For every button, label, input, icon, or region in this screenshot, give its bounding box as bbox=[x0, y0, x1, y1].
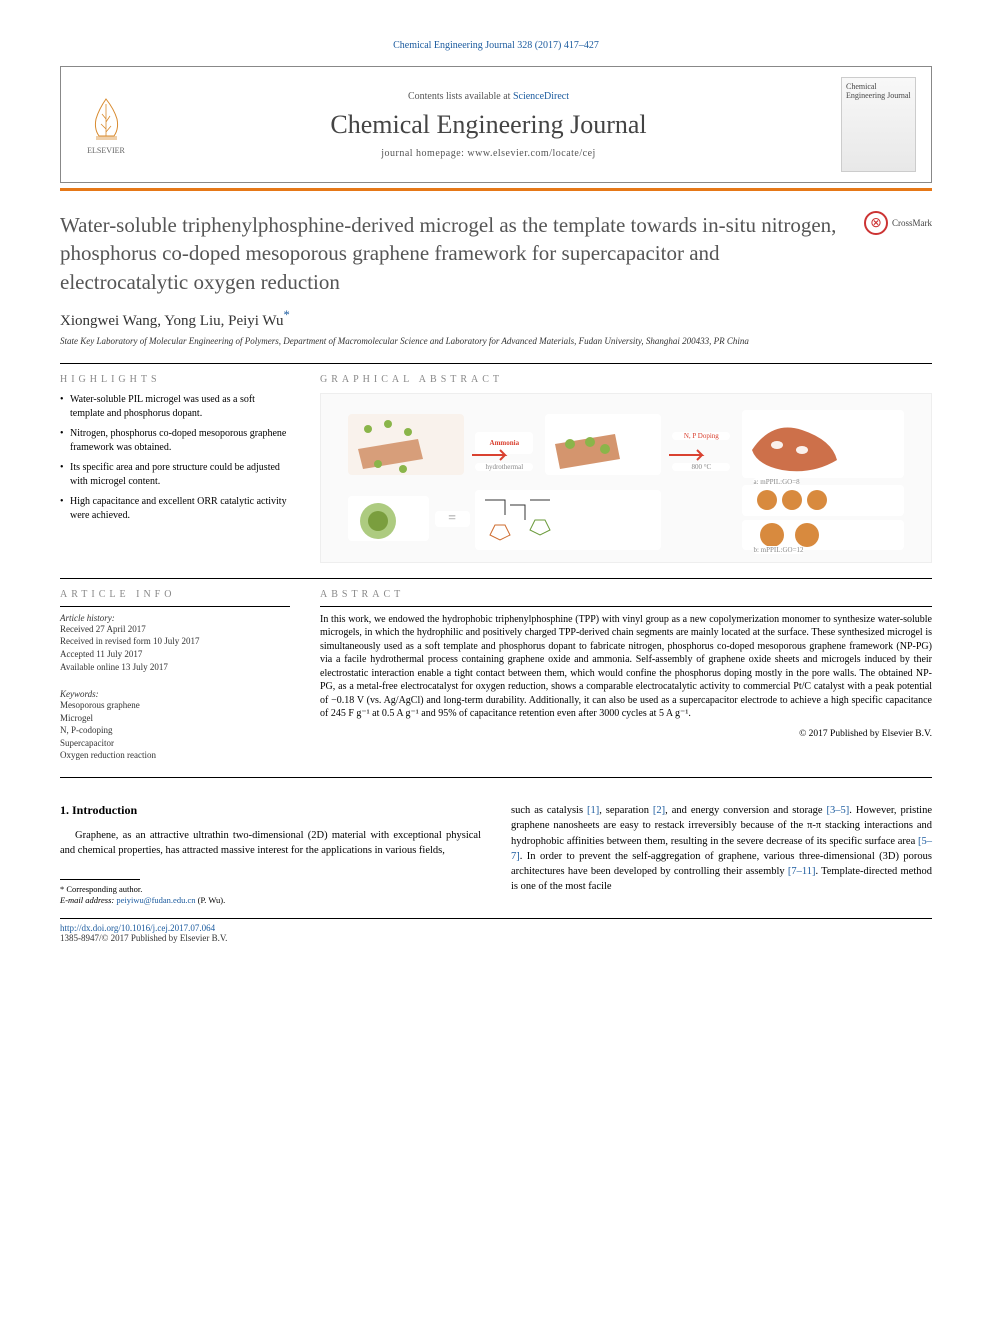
highlights-heading: HIGHLIGHTS bbox=[60, 374, 290, 385]
article-info-heading: ARTICLE INFO bbox=[60, 589, 290, 600]
keyword: N, P-codoping bbox=[60, 724, 290, 737]
publisher-name: ELSEVIER bbox=[87, 146, 125, 155]
graphical-abstract-figure: Ammonia hydrothermal N, P Doping bbox=[320, 393, 932, 563]
email-footnote: E-mail address: peiyiwu@fudan.edu.cn (P.… bbox=[60, 895, 481, 906]
history-item: Received in revised form 10 July 2017 bbox=[60, 635, 290, 648]
contents-available: Contents lists available at ScienceDirec… bbox=[136, 91, 841, 102]
intro-para-1: Graphene, as an attractive ultrathin two… bbox=[60, 828, 481, 858]
highlight-item: Nitrogen, phosphorus co-doped mesoporous… bbox=[60, 427, 290, 455]
ref-link[interactable]: [3–5] bbox=[827, 805, 850, 816]
highlight-item: High capacitance and excellent ORR catal… bbox=[60, 495, 290, 523]
keyword: Oxygen reduction reaction bbox=[60, 749, 290, 762]
history-item: Received 27 April 2017 bbox=[60, 623, 290, 636]
highlight-item: Water-soluble PIL microgel was used as a… bbox=[60, 393, 290, 421]
intro-heading: 1. Introduction bbox=[60, 803, 481, 818]
elsevier-logo: ELSEVIER bbox=[76, 90, 136, 160]
arrow-icon bbox=[667, 447, 725, 462]
elsevier-tree-icon bbox=[84, 94, 129, 144]
corresponding-author-note: * Corresponding author. bbox=[60, 884, 481, 895]
issn-line: 1385-8947/© 2017 Published by Elsevier B… bbox=[60, 933, 932, 943]
journal-header-box: ELSEVIER Contents lists available at Sci… bbox=[60, 66, 932, 183]
assembled-icon bbox=[545, 414, 661, 474]
copyright-line: © 2017 Published by Elsevier B.V. bbox=[320, 729, 932, 739]
crossmark-badge[interactable]: ⊗ CrossMark bbox=[864, 211, 932, 235]
keyword: Mesoporous graphene bbox=[60, 699, 290, 712]
microgel-icon bbox=[348, 496, 429, 541]
divider-bar bbox=[60, 188, 932, 191]
spheres-a-icon bbox=[742, 485, 904, 515]
affiliation: State Key Laboratory of Molecular Engine… bbox=[60, 336, 932, 348]
history-label: Article history: bbox=[60, 613, 290, 623]
ref-link[interactable]: [1] bbox=[587, 805, 599, 816]
graphical-abstract-heading: GRAPHICAL ABSTRACT bbox=[320, 374, 932, 385]
citation-header: Chemical Engineering Journal 328 (2017) … bbox=[60, 40, 932, 51]
history-item: Available online 13 July 2017 bbox=[60, 661, 290, 674]
abstract-text: In this work, we endowed the hydrophobic… bbox=[320, 613, 932, 721]
arrow-icon bbox=[470, 447, 528, 462]
ref-link[interactable]: [2] bbox=[653, 805, 665, 816]
framework-icon bbox=[742, 410, 904, 478]
journal-title: Chemical Engineering Journal bbox=[136, 110, 841, 140]
doi-link[interactable]: http://dx.doi.org/10.1016/j.cej.2017.07.… bbox=[60, 923, 932, 933]
abstract-heading: ABSTRACT bbox=[320, 589, 932, 600]
journal-homepage: journal homepage: www.elsevier.com/locat… bbox=[136, 148, 841, 159]
sciencedirect-link[interactable]: ScienceDirect bbox=[513, 91, 569, 102]
chemical-structure-icon bbox=[475, 490, 660, 550]
journal-cover-thumb: Chemical Engineering Journal bbox=[841, 77, 916, 172]
ref-link[interactable]: [7–11] bbox=[788, 866, 816, 877]
highlight-item: Its specific area and pore structure cou… bbox=[60, 461, 290, 489]
crossmark-icon: ⊗ bbox=[864, 211, 888, 235]
keyword: Microgel bbox=[60, 712, 290, 725]
history-item: Accepted 11 July 2017 bbox=[60, 648, 290, 661]
highlights-list: Water-soluble PIL microgel was used as a… bbox=[60, 393, 290, 523]
keyword: Supercapacitor bbox=[60, 737, 290, 750]
email-link[interactable]: peiyiwu@fudan.edu.cn bbox=[116, 895, 195, 905]
article-title: Water-soluble triphenylphosphine-derived… bbox=[60, 211, 849, 296]
authors-line: Xiongwei Wang, Yong Liu, Peiyi Wu* bbox=[60, 308, 932, 330]
keywords-label: Keywords: bbox=[60, 689, 290, 699]
go-sheet-icon bbox=[348, 414, 464, 474]
intro-para-2: such as catalysis [1], separation [2], a… bbox=[511, 803, 932, 894]
